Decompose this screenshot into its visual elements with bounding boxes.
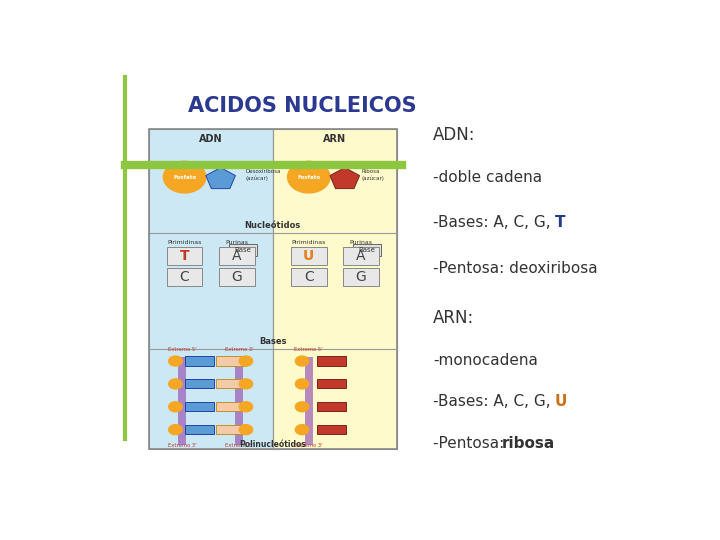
Text: Nucleótidos: Nucleótidos (245, 221, 301, 230)
FancyBboxPatch shape (216, 356, 245, 366)
Circle shape (295, 424, 309, 435)
Text: U: U (303, 249, 315, 263)
FancyBboxPatch shape (167, 268, 202, 286)
FancyBboxPatch shape (343, 247, 379, 265)
Text: Extremo 3': Extremo 3' (225, 347, 253, 352)
FancyBboxPatch shape (219, 247, 255, 265)
Text: C: C (180, 270, 189, 284)
Text: -Bases: A, C, G,: -Bases: A, C, G, (433, 394, 556, 409)
Text: -Pentosa:: -Pentosa: (433, 436, 509, 451)
FancyBboxPatch shape (343, 268, 379, 286)
Circle shape (239, 402, 253, 412)
Text: Polinucleótidos: Polinucleótidos (239, 440, 306, 449)
FancyBboxPatch shape (216, 425, 245, 434)
Text: Extremo 3': Extremo 3' (294, 443, 323, 448)
FancyBboxPatch shape (185, 402, 214, 411)
Circle shape (239, 356, 253, 366)
Text: Fosfato: Fosfato (297, 174, 320, 180)
Text: C: C (304, 270, 314, 284)
Text: -monocadena: -monocadena (433, 353, 538, 368)
Circle shape (295, 379, 309, 389)
Circle shape (163, 161, 206, 193)
Text: T: T (555, 215, 565, 230)
FancyBboxPatch shape (167, 247, 202, 265)
FancyBboxPatch shape (235, 357, 243, 445)
Text: Fosfato: Fosfato (173, 174, 196, 180)
Text: ADN:: ADN: (433, 126, 476, 145)
Text: Pirimidinas: Pirimidinas (292, 240, 326, 245)
Text: Base: Base (359, 247, 376, 253)
FancyBboxPatch shape (185, 379, 214, 388)
Text: Purinas: Purinas (349, 240, 372, 245)
Polygon shape (206, 167, 235, 188)
Text: U: U (555, 394, 567, 409)
Circle shape (239, 379, 253, 389)
Text: ACIDOS NUCLEICOS: ACIDOS NUCLEICOS (188, 96, 416, 117)
Text: G: G (356, 270, 366, 284)
FancyBboxPatch shape (317, 356, 346, 366)
Text: A: A (356, 249, 366, 263)
FancyBboxPatch shape (148, 129, 273, 449)
Text: Extremo 5': Extremo 5' (294, 347, 323, 352)
FancyBboxPatch shape (353, 244, 381, 255)
Text: Bases: Bases (259, 337, 287, 346)
FancyBboxPatch shape (317, 379, 346, 388)
FancyBboxPatch shape (291, 247, 327, 265)
Text: -doble cadena: -doble cadena (433, 170, 542, 185)
Circle shape (168, 356, 182, 366)
Text: Extremo 5': Extremo 5' (225, 443, 253, 448)
Text: Desoxiribosa
(azúcar): Desoxiribosa (azúcar) (246, 170, 282, 181)
Text: ARN: ARN (323, 134, 346, 144)
FancyBboxPatch shape (216, 379, 245, 388)
FancyBboxPatch shape (216, 402, 245, 411)
Text: Extremo 5': Extremo 5' (168, 347, 197, 352)
FancyBboxPatch shape (219, 268, 255, 286)
FancyBboxPatch shape (317, 425, 346, 434)
FancyBboxPatch shape (179, 357, 186, 445)
FancyBboxPatch shape (185, 356, 214, 366)
FancyBboxPatch shape (317, 402, 346, 411)
Circle shape (168, 424, 182, 435)
Circle shape (168, 402, 182, 412)
Text: Ribosa
(azúcar): Ribosa (azúcar) (361, 170, 384, 181)
Text: T: T (180, 249, 189, 263)
Circle shape (295, 356, 309, 366)
Polygon shape (330, 167, 359, 188)
Text: Base: Base (235, 247, 251, 253)
FancyBboxPatch shape (273, 129, 397, 449)
Circle shape (239, 424, 253, 435)
FancyBboxPatch shape (291, 268, 327, 286)
Circle shape (295, 402, 309, 412)
FancyBboxPatch shape (305, 357, 312, 445)
Text: Pirimidinas: Pirimidinas (168, 240, 202, 245)
Text: ARN:: ARN: (433, 309, 474, 327)
FancyBboxPatch shape (185, 425, 214, 434)
Text: Extremo 3': Extremo 3' (168, 443, 197, 448)
Text: ADN: ADN (199, 134, 222, 144)
Circle shape (287, 161, 330, 193)
Text: G: G (231, 270, 242, 284)
Text: A: A (232, 249, 241, 263)
Circle shape (168, 379, 182, 389)
Text: -Pentosa: deoxiribosa: -Pentosa: deoxiribosa (433, 261, 598, 276)
Text: -Bases: A, C, G,: -Bases: A, C, G, (433, 215, 556, 230)
Text: ribosa: ribosa (502, 436, 555, 451)
Text: Purinas: Purinas (225, 240, 248, 245)
FancyBboxPatch shape (229, 244, 257, 255)
